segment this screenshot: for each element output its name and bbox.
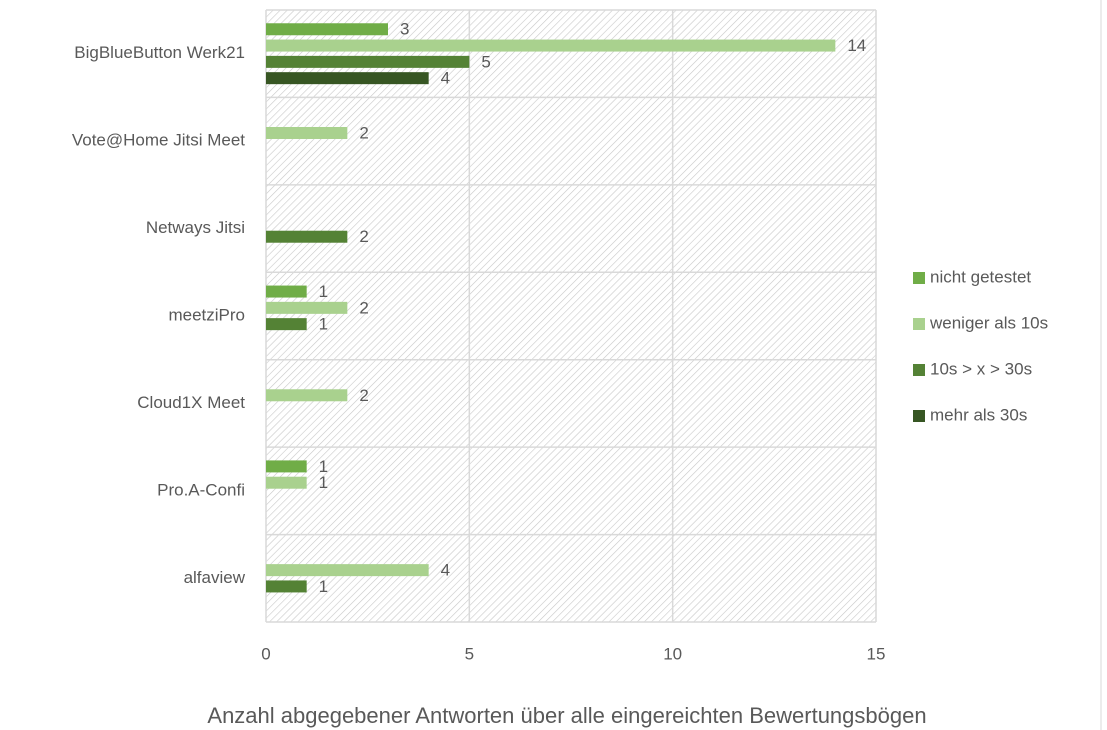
data-label: 5	[481, 52, 490, 71]
bar	[266, 564, 429, 577]
data-label: 1	[319, 457, 328, 476]
bar	[266, 230, 348, 243]
x-tick-label: 10	[663, 644, 682, 663]
x-tick-label: 15	[867, 644, 886, 663]
bar	[266, 126, 348, 139]
plot-area	[266, 10, 876, 622]
legend-label: weniger als 10s	[929, 313, 1048, 332]
data-label: 1	[319, 315, 328, 334]
data-label: 2	[359, 123, 368, 142]
data-label: 4	[441, 69, 450, 88]
bar	[266, 285, 307, 298]
bar	[266, 72, 429, 85]
bar	[266, 23, 388, 36]
bar	[266, 39, 836, 52]
legend-swatch	[913, 272, 925, 284]
legend-swatch	[913, 410, 925, 422]
x-tick-label: 0	[261, 644, 270, 663]
legend-label: nicht getestet	[930, 267, 1031, 286]
legend-swatch	[913, 364, 925, 376]
bar	[266, 318, 307, 331]
data-label: 1	[319, 282, 328, 301]
y-tick-label: Pro.A-Confi	[157, 480, 245, 499]
bar	[266, 389, 348, 402]
bar	[266, 476, 307, 489]
bar	[266, 580, 307, 593]
data-label: 1	[319, 577, 328, 596]
y-tick-label: meetziPro	[168, 305, 245, 324]
data-label: 2	[359, 298, 368, 317]
bar	[266, 460, 307, 473]
bar	[266, 301, 348, 314]
legend-swatch	[913, 318, 925, 330]
y-tick-label: Netways Jitsi	[146, 218, 245, 237]
y-tick-label: alfaview	[184, 568, 246, 587]
data-label: 14	[847, 36, 866, 55]
bar	[266, 55, 470, 68]
legend-label: mehr als 30s	[930, 405, 1027, 424]
x-axis-title: Anzahl abgegebener Antworten über alle e…	[207, 703, 926, 728]
data-label: 2	[359, 386, 368, 405]
data-label: 1	[319, 473, 328, 492]
y-tick-label: Cloud1X Meet	[137, 393, 245, 412]
legend-label: 10s > x > 30s	[930, 359, 1032, 378]
data-label: 3	[400, 20, 409, 39]
data-label: 4	[441, 561, 450, 580]
x-tick-label: 5	[465, 644, 474, 663]
data-label: 2	[359, 227, 368, 246]
y-tick-label: BigBlueButton Werk21	[74, 43, 245, 62]
y-tick-label: Vote@Home Jitsi Meet	[72, 131, 245, 150]
